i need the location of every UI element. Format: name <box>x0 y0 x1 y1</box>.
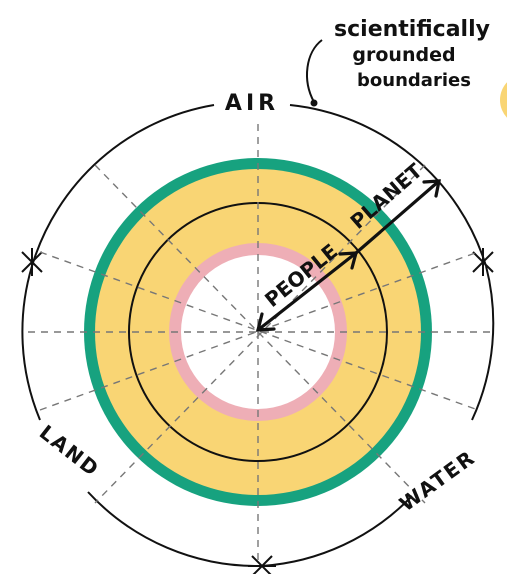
air-arc <box>31 104 215 267</box>
annotation-line-2: grounded <box>352 44 455 66</box>
boundary-tick-marks <box>21 248 494 574</box>
boundary-arcs <box>21 104 495 568</box>
air-arc-right <box>289 104 487 267</box>
sector-dashed-lines <box>28 98 490 562</box>
land-arc <box>87 491 263 568</box>
land-arc-left <box>21 265 41 421</box>
tick-left <box>21 248 43 276</box>
water-arc <box>471 265 495 421</box>
water-arc-bottom <box>261 495 413 567</box>
annotation-pointer <box>306 39 323 103</box>
land-label: LAND <box>35 420 105 482</box>
water-label: WATER <box>395 445 480 516</box>
annotation-line-1: scientifically <box>334 17 490 42</box>
edge-yellow-shape <box>500 82 507 118</box>
planet-arrow <box>354 179 441 255</box>
air-label-bg <box>218 88 288 118</box>
air-label: AIR <box>225 91 279 116</box>
annotation-line-3: boundaries <box>357 70 471 91</box>
tick-right <box>472 248 494 276</box>
annotation-pointer-dot <box>310 99 318 107</box>
tick-bottom <box>248 555 276 574</box>
